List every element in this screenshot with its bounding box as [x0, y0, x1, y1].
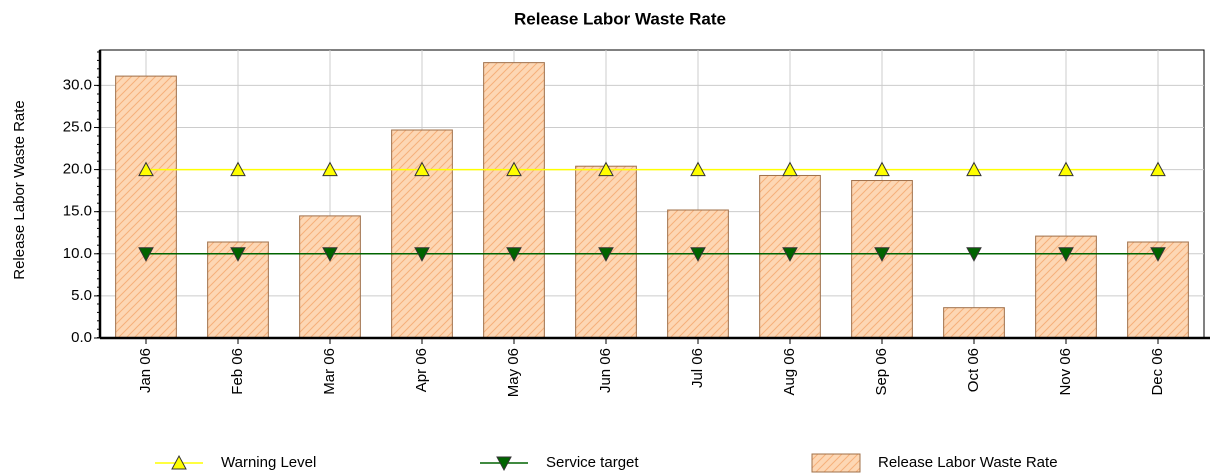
y-tick-label: 25.0 — [63, 118, 92, 135]
x-tick-label: Oct 06 — [965, 348, 982, 392]
legend-label: Warning Level — [221, 454, 316, 471]
legend-marker — [171, 454, 187, 470]
legend-label: Service target — [546, 454, 639, 471]
marker — [966, 161, 982, 177]
y-tick-label: 20.0 — [63, 161, 92, 178]
x-tick-label: May 06 — [505, 348, 522, 397]
bar — [943, 307, 1005, 339]
x-tick-label: Aug 06 — [781, 348, 798, 396]
x-tick-label: Jan 06 — [137, 348, 154, 393]
bar — [391, 129, 453, 339]
marker — [598, 161, 614, 177]
x-tick-label: Mar 06 — [321, 348, 338, 395]
marker — [230, 161, 246, 177]
marker — [782, 161, 798, 177]
plot-background — [99, 49, 1205, 339]
marker — [230, 247, 246, 262]
marker — [506, 161, 522, 177]
marker — [874, 161, 890, 177]
marker — [138, 161, 154, 177]
bar — [115, 75, 177, 339]
marker — [322, 247, 338, 262]
y-tick-label: 15.0 — [63, 203, 92, 220]
marker — [1058, 161, 1074, 177]
x-tick-label: Jul 06 — [689, 348, 706, 388]
marker — [322, 161, 338, 177]
legend-marker — [496, 456, 512, 472]
x-tick-label: Nov 06 — [1057, 348, 1074, 396]
marker — [1058, 247, 1074, 262]
legend-label: Release Labor Waste Rate — [878, 454, 1058, 471]
y-tick-label: 0.0 — [71, 329, 92, 346]
y-tick-label: 30.0 — [63, 76, 92, 93]
marker — [414, 247, 430, 262]
marker — [690, 161, 706, 177]
chart-title: Release Labor Waste Rate — [514, 9, 726, 28]
marker — [1150, 247, 1166, 262]
marker — [874, 247, 890, 262]
marker — [1150, 161, 1166, 177]
marker — [966, 247, 982, 262]
legend-swatch — [811, 453, 861, 473]
x-tick-label: Feb 06 — [229, 348, 246, 395]
marker — [506, 247, 522, 262]
bar — [667, 209, 729, 339]
bar — [299, 215, 361, 339]
marker — [690, 247, 706, 262]
y-tick-label: 10.0 — [63, 245, 92, 262]
marker — [414, 161, 430, 177]
x-tick-label: Apr 06 — [413, 348, 430, 392]
bar — [483, 62, 545, 339]
y-axis-label: Release Labor Waste Rate — [11, 100, 28, 280]
x-tick-label: Sep 06 — [873, 348, 890, 396]
marker — [598, 247, 614, 262]
marker — [782, 247, 798, 262]
x-tick-label: Dec 06 — [1149, 348, 1166, 396]
marker — [138, 247, 154, 262]
x-tick-label: Jun 06 — [597, 348, 614, 393]
y-tick-label: 5.0 — [71, 287, 92, 304]
